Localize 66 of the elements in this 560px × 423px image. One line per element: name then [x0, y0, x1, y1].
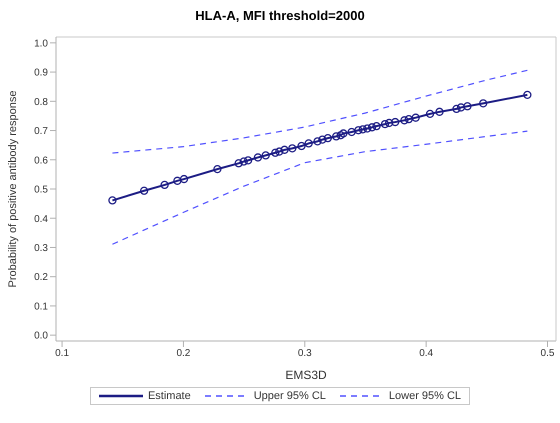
x-axis-title: EMS3D [285, 368, 328, 382]
point [400, 116, 409, 124]
point [324, 134, 332, 142]
legend-label: Lower 95% CL [388, 390, 462, 402]
point [404, 114, 413, 124]
point [452, 104, 461, 114]
y-tick-label: 0.1 [34, 301, 48, 312]
point [304, 139, 313, 148]
x-tick-label: 0.5 [540, 348, 555, 360]
x-tick-label: 0.2 [176, 348, 191, 360]
point [384, 118, 394, 128]
point [358, 125, 367, 134]
point [254, 153, 262, 162]
y-tick-label: 0.8 [34, 96, 48, 108]
chart-title: HLA-A, MFI threshold=2000 [194, 7, 366, 25]
point [275, 147, 284, 156]
y-axis-title: Probability of positive antibody response [6, 90, 19, 288]
point [363, 124, 372, 133]
y-tick-label: 0.0 [34, 330, 48, 342]
point [347, 128, 356, 136]
point [180, 174, 188, 184]
x-tick-label: 0.1 [55, 348, 70, 360]
y-tick-label: 0.4 [34, 214, 48, 225]
point [213, 164, 222, 174]
point [354, 126, 363, 134]
x-tick-label: 0.3 [298, 348, 312, 360]
point [173, 176, 182, 185]
y-tick-label: 0.7 [34, 126, 48, 138]
x-tick-label: 0.4 [419, 348, 434, 360]
legend-label: Upper 95% CL [252, 390, 326, 402]
y-tick-label: 1.0 [34, 38, 48, 50]
point [318, 135, 327, 144]
point [240, 157, 248, 166]
point [332, 132, 340, 141]
point [372, 122, 381, 130]
point [412, 114, 420, 122]
point [380, 120, 390, 128]
point [262, 151, 270, 160]
point [368, 123, 376, 132]
point [336, 131, 345, 140]
y-tick-label: 0.3 [34, 243, 48, 254]
point [271, 148, 280, 157]
point [523, 90, 532, 100]
legend-label: Estimate [146, 390, 191, 402]
point [244, 156, 252, 165]
point [339, 129, 348, 138]
line-series [112, 130, 528, 245]
point [313, 137, 322, 146]
y-tick-label: 0.9 [34, 68, 48, 79]
point [288, 144, 296, 153]
point [160, 180, 169, 190]
point [435, 108, 444, 116]
point [391, 118, 400, 126]
point [456, 103, 466, 112]
point [297, 142, 306, 150]
point [479, 99, 488, 108]
point [280, 146, 289, 154]
point [108, 196, 117, 205]
y-tick-label: 0.5 [34, 184, 48, 196]
y-tick-label: 0.2 [34, 272, 48, 284]
point [234, 159, 243, 168]
y-tick-label: 0.6 [34, 155, 48, 166]
line-series [112, 70, 528, 154]
point [463, 102, 472, 110]
point [426, 110, 434, 118]
point [140, 186, 148, 195]
